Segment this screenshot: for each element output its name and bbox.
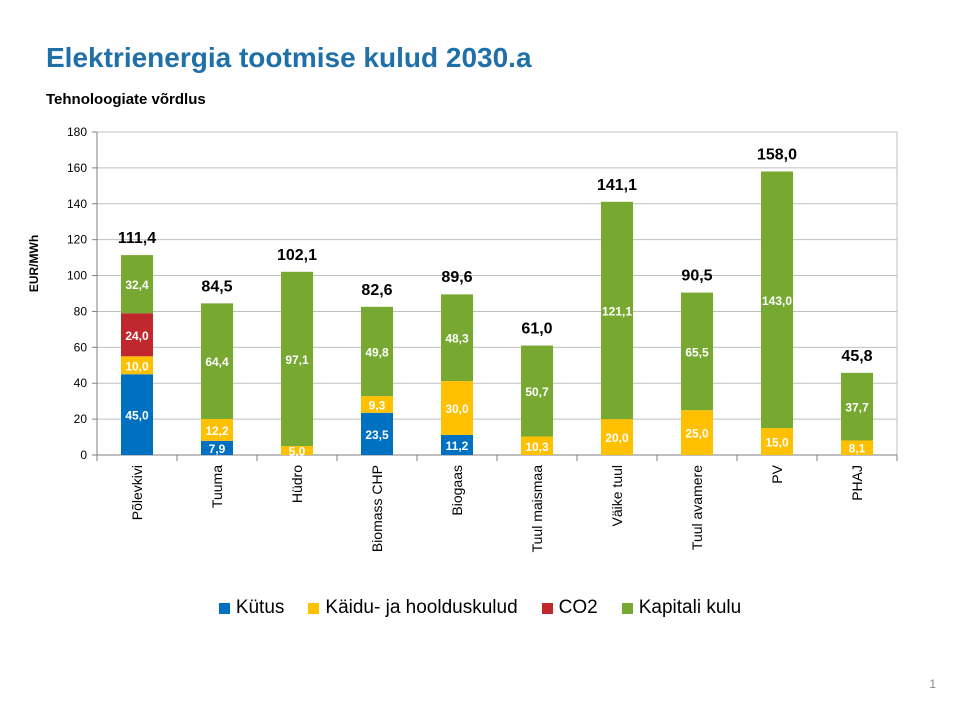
bar-segment xyxy=(841,440,873,455)
bar-segment xyxy=(361,306,393,397)
legend-label-kapitali: Kapitali kulu xyxy=(638,597,742,618)
data-label: 15,0 xyxy=(765,436,789,450)
legend-swatch-co2 xyxy=(541,602,553,614)
x-tick-label: Hüdro xyxy=(289,465,305,503)
total-label: 158,0 xyxy=(757,146,797,163)
bar-segment xyxy=(121,313,153,357)
data-label: 20,0 xyxy=(605,431,629,445)
bar-segment xyxy=(841,372,873,441)
x-tick-label: Väike tuul xyxy=(609,465,625,526)
y-tick-label: 20 xyxy=(74,412,88,426)
data-label: 10,0 xyxy=(125,359,149,373)
bar-segment xyxy=(361,396,393,413)
data-label: 143,0 xyxy=(762,294,792,308)
data-label: 12,2 xyxy=(205,424,229,438)
stacked-bar-chart: 0 20 40 60 80 100 120 140 160 180 EUR/MWh 45,0 10,0 2… xyxy=(27,125,898,553)
data-label: 121,1 xyxy=(602,304,632,318)
y-tick-label: 40 xyxy=(74,376,88,390)
y-tick-label: 120 xyxy=(67,233,87,247)
bar-segment xyxy=(681,410,713,455)
bar-segment xyxy=(121,255,153,314)
data-label: 5,0 xyxy=(289,445,306,459)
bar-segment xyxy=(521,436,553,455)
bar-segment xyxy=(201,303,233,419)
legend-item-kaidu: Käidu- ja hoolduskulud xyxy=(308,597,518,619)
total-label: 111,4 xyxy=(118,230,156,247)
data-label: 8,1 xyxy=(849,442,866,456)
bar-segment xyxy=(681,292,713,411)
bar-segment xyxy=(441,294,473,382)
legend-item-co2: CO2 xyxy=(541,597,598,619)
data-label: 25,0 xyxy=(685,427,709,441)
x-tick-label: Põlevkivi xyxy=(129,465,145,520)
data-label: 49,8 xyxy=(365,345,389,359)
x-tick-label: PHAJ xyxy=(849,465,865,501)
x-tick-label: Tuul avamere xyxy=(689,465,705,550)
chart-legend: Kütus Käidu- ja hoolduskulud CO2 Kapital… xyxy=(0,597,960,619)
bar-segment xyxy=(521,345,553,437)
y-tick-label: 180 xyxy=(67,125,87,139)
total-label: 45,8 xyxy=(841,348,872,365)
legend-swatch-kutus xyxy=(218,602,230,614)
x-tick-label: Biomass CHP xyxy=(369,465,385,552)
legend-label-kutus: Kütus xyxy=(235,597,285,618)
y-tick-label: 100 xyxy=(67,269,87,283)
data-label: 37,7 xyxy=(845,401,869,415)
data-label: 65,5 xyxy=(685,345,709,359)
data-label: 10,3 xyxy=(525,440,549,454)
bar-segment xyxy=(361,412,393,455)
total-label: 102,1 xyxy=(277,247,317,264)
chart-subtitle: Tehnoloogiate võrdlus xyxy=(46,91,206,108)
y-tick-label: 0 xyxy=(80,448,87,462)
bar-segment xyxy=(121,356,153,375)
data-label: 7,9 xyxy=(209,442,226,456)
data-label: 97,1 xyxy=(285,353,309,367)
x-tick-label: PV xyxy=(769,464,785,483)
y-tick-label: 80 xyxy=(74,304,88,318)
bar-segment xyxy=(201,440,233,455)
bar-segment xyxy=(761,171,793,429)
data-label: 64,4 xyxy=(205,355,229,369)
bar-segment xyxy=(201,418,233,441)
data-label: 50,7 xyxy=(525,385,549,399)
x-tick-label: Tuuma xyxy=(209,465,225,508)
bar-segment xyxy=(281,446,313,455)
x-tick-label: Biogaas xyxy=(449,465,465,516)
legend-item-kutus: Kütus xyxy=(218,597,285,619)
bar-segment xyxy=(441,434,473,455)
data-label: 24,0 xyxy=(125,329,149,343)
total-label: 141,1 xyxy=(597,177,637,194)
data-label: 48,3 xyxy=(445,332,469,346)
legend-item-kapitali: Kapitali kulu xyxy=(621,597,742,619)
legend-swatch-kaidu xyxy=(308,602,320,614)
data-label: 30,0 xyxy=(445,402,469,416)
x-tick-label: Tuul maismaa xyxy=(529,465,545,553)
total-label: 82,6 xyxy=(361,282,392,299)
total-label: 61,0 xyxy=(521,321,552,338)
bar-segment xyxy=(601,419,633,455)
data-label: 9,3 xyxy=(369,398,386,412)
bar-segment xyxy=(761,428,793,455)
total-label: 90,5 xyxy=(681,268,712,285)
y-tick-label: 140 xyxy=(67,197,87,211)
slide-title: Elektrienergia tootmise kulud 2030.a xyxy=(46,42,532,73)
bar-segment xyxy=(441,381,473,435)
legend-label-co2: CO2 xyxy=(558,597,598,618)
legend-label-kaidu: Käidu- ja hoolduskulud xyxy=(325,597,518,618)
total-label: 89,6 xyxy=(441,269,472,286)
total-label: 84,5 xyxy=(201,278,232,295)
legend-swatch-kapitali xyxy=(621,602,633,614)
data-label: 32,4 xyxy=(125,278,149,292)
y-tick-label: 60 xyxy=(74,340,88,354)
bar-segment xyxy=(121,374,153,455)
bar-segment xyxy=(281,271,313,447)
y-axis-label: EUR/MWh xyxy=(27,235,41,292)
bar-segment xyxy=(601,201,633,420)
data-label: 23,5 xyxy=(365,428,389,442)
page-number: 1 xyxy=(929,677,936,691)
data-label: 45,0 xyxy=(125,409,149,423)
y-tick-label: 160 xyxy=(67,161,87,175)
data-label: 11,2 xyxy=(446,439,469,453)
